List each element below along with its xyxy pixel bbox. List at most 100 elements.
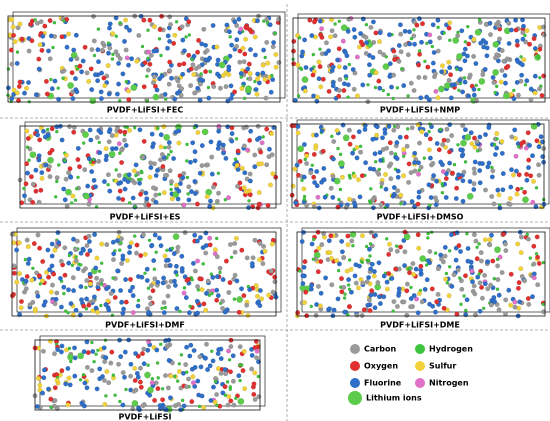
atom xyxy=(139,385,144,390)
atom xyxy=(51,46,54,49)
atom xyxy=(431,23,436,28)
atom xyxy=(143,61,148,66)
atom xyxy=(104,286,109,291)
atom xyxy=(42,375,47,380)
atom xyxy=(163,373,168,378)
atom xyxy=(149,53,154,58)
atom xyxy=(478,309,483,314)
atom xyxy=(170,188,173,191)
atom xyxy=(83,45,88,50)
atom xyxy=(177,63,182,68)
atom xyxy=(61,187,66,192)
legend-swatch xyxy=(348,391,362,405)
atom xyxy=(436,292,441,297)
atom xyxy=(40,48,45,53)
atom xyxy=(424,95,429,100)
atom xyxy=(412,28,415,31)
atom xyxy=(248,193,253,198)
atom xyxy=(164,338,169,343)
atom xyxy=(114,394,117,397)
atom xyxy=(167,145,172,150)
atom xyxy=(49,34,54,39)
atom xyxy=(487,125,492,130)
atom xyxy=(75,56,80,61)
atom xyxy=(316,269,321,274)
atom xyxy=(322,177,327,182)
atom xyxy=(415,23,420,28)
atom xyxy=(207,236,212,241)
atom xyxy=(66,32,71,37)
atom xyxy=(368,308,373,313)
atom xyxy=(10,294,15,299)
atom xyxy=(173,403,178,408)
atom xyxy=(378,150,383,155)
atom xyxy=(257,375,260,378)
atom xyxy=(104,302,109,307)
atom xyxy=(82,167,87,172)
atom xyxy=(79,298,84,303)
atom xyxy=(517,173,522,178)
atom xyxy=(416,311,421,316)
atom xyxy=(411,272,416,277)
simulation-box xyxy=(33,336,265,412)
atom xyxy=(315,99,320,104)
simulation-box xyxy=(290,120,549,210)
atom xyxy=(423,75,428,80)
atom xyxy=(233,250,238,255)
atom xyxy=(394,152,397,155)
atom xyxy=(331,83,336,88)
atom xyxy=(169,179,174,184)
atom xyxy=(463,294,466,297)
atom xyxy=(196,130,201,135)
atom xyxy=(480,161,485,166)
atom xyxy=(515,242,520,247)
atom xyxy=(228,280,233,285)
atom xyxy=(397,287,402,292)
atom xyxy=(489,303,494,308)
atom xyxy=(460,90,465,95)
atom xyxy=(533,46,538,51)
atom xyxy=(100,283,103,286)
atom xyxy=(41,34,46,39)
atom xyxy=(488,243,493,248)
atom xyxy=(407,94,410,97)
atom xyxy=(74,33,79,38)
atom xyxy=(461,152,466,157)
atom xyxy=(22,91,27,96)
atom xyxy=(82,142,85,145)
atom xyxy=(209,398,214,403)
atom xyxy=(90,98,96,104)
atom xyxy=(434,252,437,255)
atom xyxy=(167,153,170,156)
atom xyxy=(141,155,146,160)
atom xyxy=(220,299,225,304)
atom xyxy=(172,279,177,284)
atom xyxy=(409,296,414,301)
atom xyxy=(235,137,238,140)
atom xyxy=(111,240,116,245)
atom xyxy=(428,137,433,142)
atom xyxy=(228,358,231,361)
atom xyxy=(127,245,132,250)
atom xyxy=(168,396,173,401)
atom xyxy=(122,39,127,44)
atom xyxy=(85,365,90,370)
atom xyxy=(433,310,438,315)
atom xyxy=(456,143,459,146)
atom xyxy=(90,341,93,344)
atom xyxy=(512,96,517,101)
atom xyxy=(519,235,524,240)
atom xyxy=(190,141,195,146)
atom xyxy=(340,250,345,255)
atom xyxy=(318,304,323,309)
atom xyxy=(122,375,127,380)
atom xyxy=(472,37,477,42)
atom xyxy=(266,61,271,66)
atom xyxy=(401,174,406,179)
atom xyxy=(15,61,20,66)
atom xyxy=(232,90,237,95)
atom xyxy=(37,138,42,143)
atom xyxy=(434,203,439,208)
atom xyxy=(446,60,451,65)
atom xyxy=(148,296,153,301)
